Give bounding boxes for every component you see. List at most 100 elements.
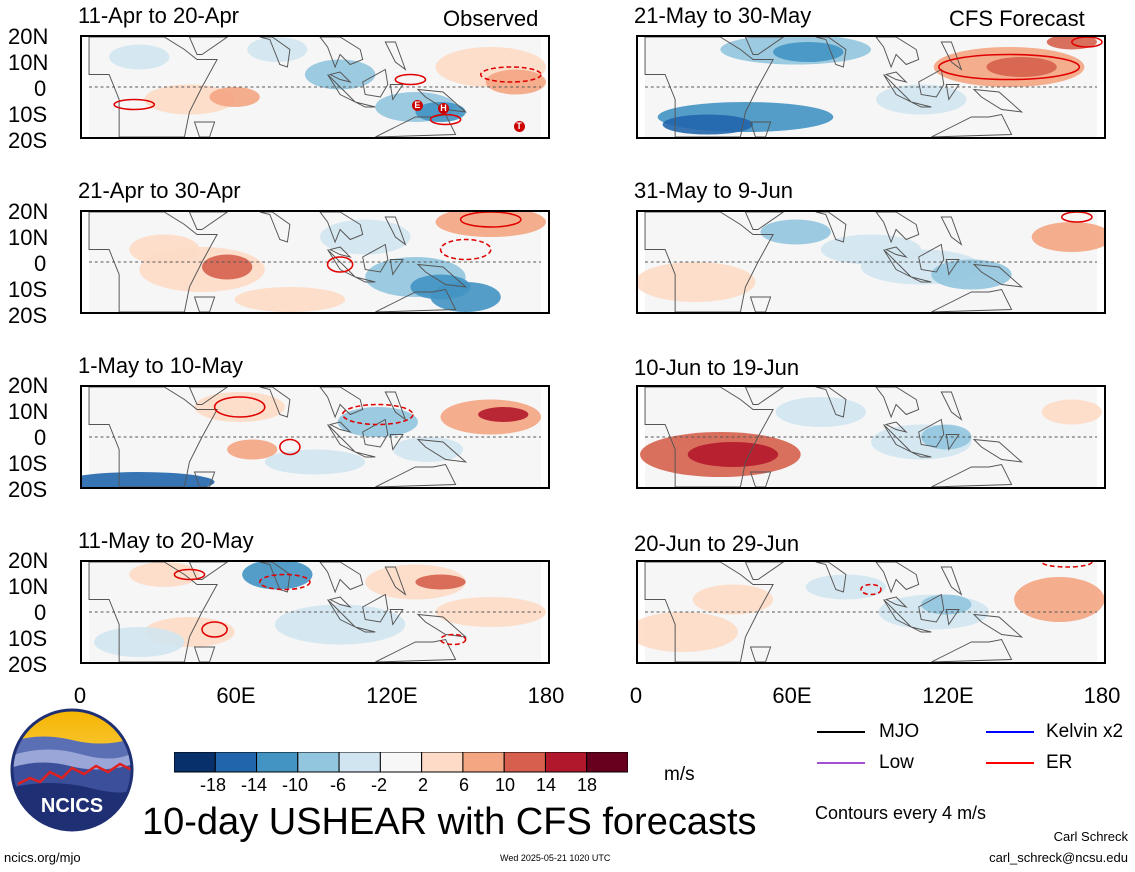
coastline — [749, 121, 772, 137]
anomaly-shading — [202, 254, 253, 280]
colorbar-units: m/s — [664, 764, 695, 785]
coastline — [193, 646, 216, 662]
legend-label-low: Low — [879, 752, 914, 773]
coastline — [88, 37, 218, 137]
lat-label: 10S — [8, 277, 48, 302]
map-panel-4 — [80, 560, 550, 664]
coastline — [384, 216, 407, 246]
colorbar-segment — [462, 752, 505, 773]
author: Carl Schreck — [1053, 829, 1128, 844]
coastline — [188, 37, 229, 55]
coastline — [644, 212, 774, 312]
lat-label: 20S — [8, 652, 48, 677]
coastline — [744, 37, 785, 55]
anomaly-shading — [687, 442, 779, 467]
lon-label: 60E — [772, 683, 812, 708]
coastline — [259, 387, 291, 418]
coastline — [972, 613, 1024, 638]
coastline — [354, 276, 376, 283]
coastline — [749, 646, 772, 662]
lat-label: 10S — [8, 102, 48, 127]
lon-label: 60E — [216, 683, 256, 708]
map-svg — [644, 37, 1103, 137]
anomaly-shading — [805, 574, 887, 600]
colorbar-tick-label: -6 — [330, 775, 347, 795]
colorbar-segment — [297, 752, 340, 773]
coastline — [327, 74, 356, 103]
anomaly-shading — [129, 234, 200, 265]
legend-line-er — [986, 762, 1034, 764]
coastline — [259, 212, 291, 243]
legend-line-kelvin — [986, 731, 1034, 733]
coastline — [918, 243, 945, 273]
colorbar-tick-label: 6 — [459, 775, 470, 795]
anomaly-shading — [435, 597, 546, 627]
coastline — [644, 562, 774, 662]
coastline — [940, 216, 963, 246]
coastline — [910, 626, 932, 633]
er-contour — [258, 573, 311, 591]
coastline — [259, 562, 291, 593]
coastline — [940, 41, 963, 71]
er-contour — [429, 113, 462, 126]
lat-label: 10N — [8, 399, 49, 424]
map-svg — [638, 562, 1104, 662]
anomaly-shading — [337, 407, 418, 437]
panel-title-6: 31-May to 9-Jun — [634, 178, 793, 203]
coastline — [910, 451, 932, 458]
anomaly-shading — [435, 212, 546, 237]
anomaly-shading — [760, 219, 831, 245]
colorbar-segment — [421, 752, 464, 773]
coastline — [945, 84, 960, 101]
coastline — [389, 434, 404, 451]
coastline — [389, 84, 404, 101]
website-link[interactable]: ncics.org/mjo — [4, 850, 81, 865]
event-marker: T — [513, 121, 525, 132]
panel-title-2: 21-Apr to 30-Apr — [78, 178, 241, 203]
coastline — [875, 212, 920, 244]
coastline — [940, 391, 963, 421]
map-panel-1 — [80, 35, 550, 139]
map-panel-6 — [636, 210, 1106, 314]
coastline — [940, 566, 963, 596]
coastline — [815, 37, 847, 68]
er-contour — [341, 403, 414, 426]
legend-label-er: ER — [1046, 752, 1073, 773]
map-svg — [88, 562, 546, 662]
coastline — [884, 596, 908, 608]
coastline — [88, 212, 218, 312]
anomaly-shading — [227, 439, 278, 460]
coastline — [375, 288, 457, 312]
er-contour — [326, 256, 354, 273]
er-contour — [938, 53, 1081, 81]
coastline — [815, 562, 847, 593]
er-contour — [394, 73, 427, 86]
anomaly-shading — [876, 84, 967, 115]
coastline — [644, 37, 774, 137]
coastline — [972, 263, 1024, 288]
coastline — [931, 288, 1013, 312]
anomaly-shading — [692, 584, 774, 615]
coastline — [328, 421, 352, 433]
coastline — [416, 88, 468, 113]
coastline — [945, 259, 960, 276]
coastline — [188, 212, 229, 230]
anomaly-shading — [638, 612, 738, 652]
coastline — [945, 609, 960, 626]
coastline — [884, 71, 908, 83]
coastline — [319, 562, 364, 594]
legend-line-low — [817, 762, 865, 764]
lat-label: 0 — [34, 425, 47, 450]
coastline — [884, 246, 908, 258]
lon-label: 180 — [1083, 683, 1121, 708]
map-svg — [640, 387, 1102, 487]
lat-label: 0 — [34, 600, 47, 625]
coastline — [88, 562, 218, 662]
anomaly-shading — [478, 407, 529, 422]
er-contour — [439, 238, 492, 261]
coastline — [259, 37, 291, 68]
coastline — [972, 88, 1024, 113]
author-email[interactable]: carl_schreck@ncsu.edu — [989, 850, 1128, 865]
lat-label: 0 — [34, 251, 47, 276]
coastline — [193, 471, 216, 487]
